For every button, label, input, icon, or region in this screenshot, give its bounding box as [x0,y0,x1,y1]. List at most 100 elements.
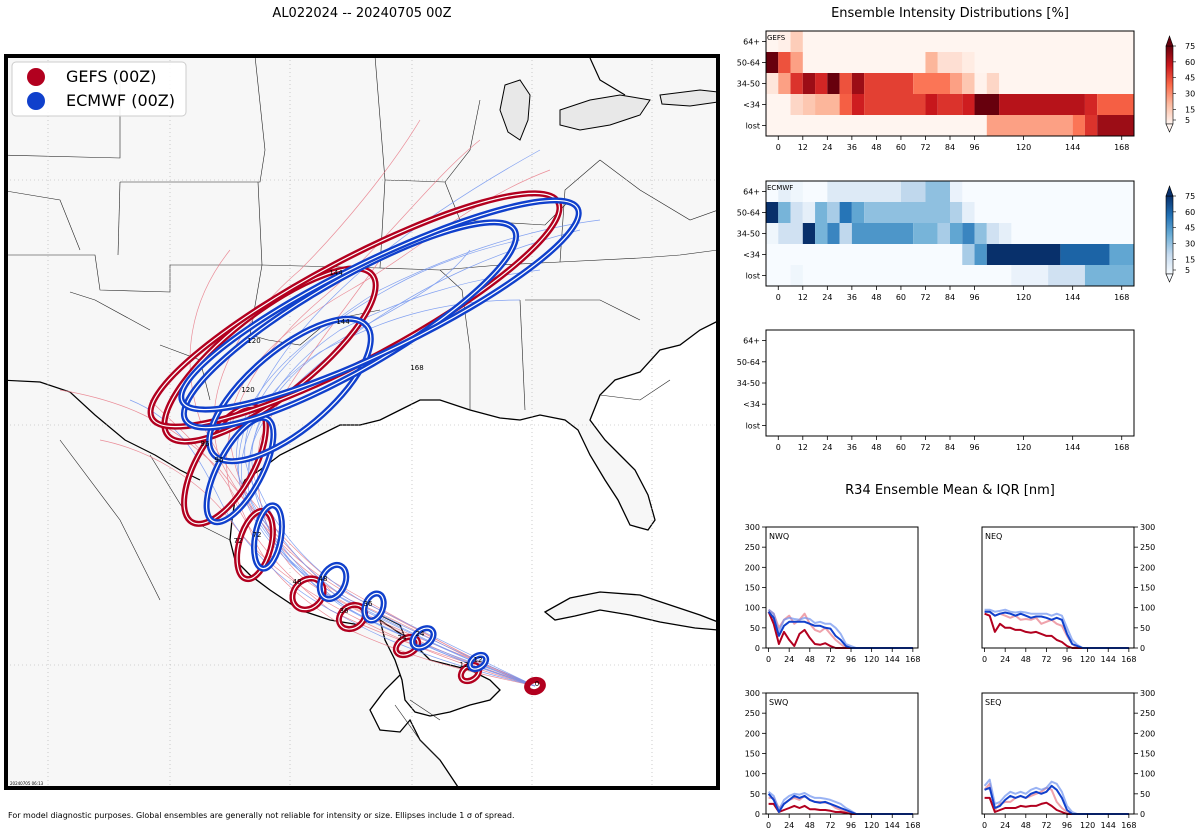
heatmap-cell [864,94,926,115]
heatmap-cell [925,94,938,115]
legend-ecmwf-marker [27,92,45,110]
y-tick-label: 34-50 [737,379,760,388]
lake-ontario [659,89,718,107]
y-tick-label: 250 [1140,709,1155,718]
x-tick-label: 48 [805,821,815,830]
heatmap-cell [925,52,938,73]
x-tick-label: 24 [784,655,794,664]
colorbar-tick-label: 5 [1185,116,1190,125]
colorbar-tick-label: 60 [1185,58,1195,67]
y-tick-label: 100 [745,604,760,613]
heatmap-cell [815,223,828,244]
y-tick-label: 250 [745,543,760,552]
legend-ecmwf-label: ECMWF (00Z) [66,91,175,110]
x-tick-label: 60 [896,443,906,452]
x-tick-label: 36 [847,293,857,302]
x-tick-label: 144 [1065,293,1080,302]
gefs-label-0: 0 [535,680,539,688]
colorbar-tick-label: 45 [1185,224,1195,233]
heatmap-cell [851,202,865,223]
heatmap-cell [962,52,975,73]
state-borders [6,56,718,411]
heatmap-cell [974,94,1000,115]
r34-seq-panel: SEQ 0 50 100 150 200 250 300 0 24 48 72 96 120 144 168 [981,689,1155,830]
ecmwf-label-48: 48 [319,575,328,583]
heatmap-cell [986,223,1000,244]
heatmap-cell [839,94,852,115]
gefs-label-72: 72 [234,537,243,545]
y-tick-label: 150 [745,750,760,759]
heatmap-cell [1048,265,1085,286]
heatmap-cell [974,73,987,94]
heatmap-cell [790,73,803,94]
heatmap-cell [974,223,987,244]
y-tick-label: 0 [1140,644,1145,653]
heatmap-cell [827,181,901,202]
heatmap-cell [790,31,803,52]
heatmap-cell [1072,115,1085,136]
gefs-colorbar-min-arrow [1165,123,1174,133]
x-tick-label: 48 [871,293,881,302]
gefs-label-120: 120 [247,337,260,345]
heatmap-cell [827,73,840,94]
r34-neq-panel: NEQ 0 50 100 150 200 250 300 0 24 48 72 96 120 144 168 [981,523,1155,664]
map-frame [4,54,720,790]
legend-box [11,61,187,117]
y-tick-label: 100 [745,770,760,779]
ecmwf-ellipse-labels: 12 24 36 48 72 96 120 144 168 [215,318,483,664]
x-tick-label: 144 [1101,655,1116,664]
heatmap-cell [790,202,803,223]
lake-michigan [499,79,531,141]
x-tick-label: 36 [847,143,857,152]
y-tick-label: 300 [745,689,760,698]
heatmap-cell [790,94,803,115]
gefs-label-36: 36 [340,607,349,615]
x-tick-label: 96 [1062,655,1072,664]
r34-panel-name: SEQ [985,698,1001,707]
heatmap-cell [851,223,914,244]
r34-plot-area [766,527,918,648]
x-tick-label: 24 [822,443,832,452]
gefs-ellipse-labels: 0 12 24 36 48 72 96 120 144 [201,269,540,688]
x-tick-label: 12 [798,443,808,452]
heatmap-cell [1084,115,1098,136]
y-tick-label: lost [746,421,760,430]
ecmwf-heatmap: 64+ 50-64 34-50 <34 lost 0 12 24 36 48 60 72 84 96 120… [737,180,1135,302]
y-tick-label: 64+ [743,188,760,197]
heatmap-cell [913,73,950,94]
y-tick-label: 50 [1140,790,1150,799]
map-timestamp: 20240705 06:13 [10,781,44,786]
ecmwf-ellipses [178,197,582,673]
y-tick-label: 50 [750,790,760,799]
heatmap-cell [1109,244,1134,265]
y-tick-label: 50 [750,624,760,633]
legend-gefs-marker [27,68,45,86]
r34-panel-name: NEQ [985,532,1002,541]
gefs-panel-label: GEFS [767,34,786,42]
r34-panel-name: NWQ [769,532,789,541]
heatmap-cell [766,202,779,223]
heatmap-background [766,330,1134,436]
heatmap-cell [802,223,816,244]
x-tick-label: 72 [825,655,835,664]
x-tick-label: 72 [920,293,930,302]
x-tick-label: 96 [969,143,979,152]
x-tick-label: 168 [1121,655,1136,664]
gefs-colorbar-max-arrow [1165,35,1174,47]
heatmap-cell [864,73,914,94]
x-tick-label: 24 [1000,821,1010,830]
x-tick-label: 168 [905,821,920,830]
ecmwf-label-12: 12 [474,656,483,664]
x-tick-label: 84 [945,443,955,452]
heatmap-cell [950,73,963,94]
ecmwf-colorbar: 5 15 30 45 60 75 [1165,185,1195,283]
x-tick-label: 168 [1114,143,1129,152]
heatmap-cell [950,202,963,223]
x-tick-label: 168 [1121,821,1136,830]
legend-gefs-label: GEFS (00Z) [66,67,156,86]
x-tick-label: 60 [896,143,906,152]
heatmap-cell [1084,94,1098,115]
x-tick-label: 72 [920,143,930,152]
heatmap-cell [802,94,816,115]
x-tick-label: 96 [969,443,979,452]
